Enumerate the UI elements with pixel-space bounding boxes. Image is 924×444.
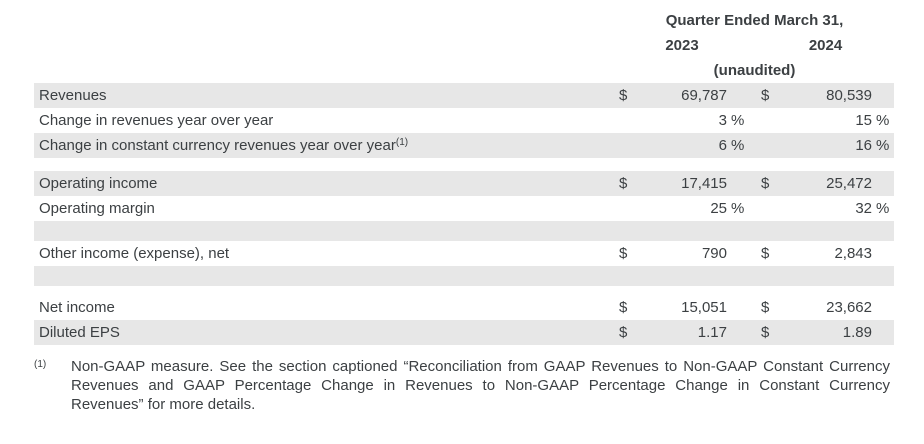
currency-symbol-2023 <box>619 108 633 133</box>
currency-symbol-2023: $ <box>619 299 628 316</box>
currency-symbol-2024: $ <box>761 245 770 262</box>
table-header-years: 2023 2024 <box>619 34 890 58</box>
percent-sign-2024: % <box>876 137 890 154</box>
percent-sign-2024 <box>872 83 890 108</box>
currency-symbol-2023: $ <box>619 324 628 341</box>
percent-sign-2023 <box>727 83 745 108</box>
row-label: Revenues <box>39 87 107 104</box>
value-2023: 3 <box>718 112 727 129</box>
table-header-title: Quarter Ended March 31, <box>665 12 844 29</box>
currency-symbol-2024: $ <box>761 324 770 341</box>
table-header-unaudited: (unaudited) <box>713 62 796 79</box>
footnote-marker: (1) <box>34 359 47 370</box>
row-label: Operating margin <box>39 200 155 217</box>
row-label: Net income <box>39 299 115 316</box>
row-label: Other income (expense), net <box>39 245 230 262</box>
currency-symbol-2023 <box>619 133 633 158</box>
value-2024: 80,539 <box>826 87 872 104</box>
table-row: Operating income $ 17,415 $ 25,472 <box>34 171 894 196</box>
table-row: Other income (expense), net $ 790 $ 2,84… <box>34 241 894 266</box>
value-2023: 15,051 <box>681 299 727 316</box>
currency-symbol-2024 <box>761 133 775 158</box>
currency-symbol-2023: $ <box>619 175 628 192</box>
percent-sign-2023: % <box>731 112 745 129</box>
percent-sign-2024 <box>872 295 890 320</box>
percent-sign-2024 <box>872 320 890 345</box>
percent-sign-2023 <box>727 171 745 196</box>
currency-symbol-2023: $ <box>619 245 628 262</box>
value-2024: 16 <box>855 137 872 154</box>
percent-sign-2024 <box>872 241 890 266</box>
percent-sign-2023 <box>727 320 745 345</box>
value-2023: 25 <box>710 200 727 217</box>
empty-shaded-row <box>34 221 894 241</box>
percent-sign-2024 <box>872 171 890 196</box>
value-2024: 25,472 <box>826 175 872 192</box>
percent-sign-2024: % <box>876 200 890 217</box>
financial-results-table: Quarter Ended March 31, 2023 2024 (unaud… <box>34 8 894 414</box>
table-row: Change in revenues year over year 3 % 15… <box>34 108 894 133</box>
currency-symbol-2024: $ <box>761 87 770 104</box>
table-row: Operating margin 25 % 32 % <box>34 196 894 221</box>
value-2023: 6 <box>718 137 727 154</box>
spacer-row <box>34 286 894 295</box>
value-2024: 23,662 <box>826 299 872 316</box>
currency-symbol-2023 <box>619 196 633 221</box>
value-2023: 69,787 <box>681 87 727 104</box>
percent-sign-2023: % <box>731 200 745 217</box>
value-2024: 1.89 <box>842 324 872 341</box>
table-body: Revenues $ 69,787 $ 80,539 Change in rev… <box>34 83 894 345</box>
footnote-superscript: (1) <box>395 137 409 148</box>
table-row: Change in constant currency revenues yea… <box>34 133 894 158</box>
value-2024: 15 <box>855 112 872 129</box>
currency-symbol-2024 <box>761 108 775 133</box>
percent-sign-2023 <box>727 295 745 320</box>
column-header-2024: 2024 <box>808 37 843 54</box>
spacer-row <box>34 158 894 171</box>
footnote: (1) Non-GAAP measure. See the section ca… <box>34 357 894 414</box>
percent-sign-2023: % <box>731 137 745 154</box>
percent-sign-2023 <box>727 241 745 266</box>
empty-shaded-row <box>34 266 894 286</box>
row-label: Change in constant currency revenues yea… <box>39 137 409 154</box>
value-2023: 17,415 <box>681 175 727 192</box>
table-row: Diluted EPS $ 1.17 $ 1.89 <box>34 320 894 345</box>
value-2023: 790 <box>701 245 727 262</box>
percent-sign-2024: % <box>876 112 890 129</box>
value-2024: 2,843 <box>834 245 872 262</box>
value-2024: 32 <box>855 200 872 217</box>
row-label: Operating income <box>39 175 158 192</box>
currency-symbol-2023: $ <box>619 87 628 104</box>
currency-symbol-2024 <box>761 196 775 221</box>
column-header-2023: 2023 <box>665 37 699 54</box>
table-row: Net income $ 15,051 $ 23,662 <box>34 295 894 320</box>
value-2023: 1.17 <box>697 324 727 341</box>
row-label: Change in revenues year over year <box>39 112 274 129</box>
table-row: Revenues $ 69,787 $ 80,539 <box>34 83 894 108</box>
currency-symbol-2024: $ <box>761 299 770 316</box>
currency-symbol-2024: $ <box>761 175 770 192</box>
footnote-text: Non-GAAP measure. See the section captio… <box>71 358 890 413</box>
row-label: Diluted EPS <box>39 324 120 341</box>
